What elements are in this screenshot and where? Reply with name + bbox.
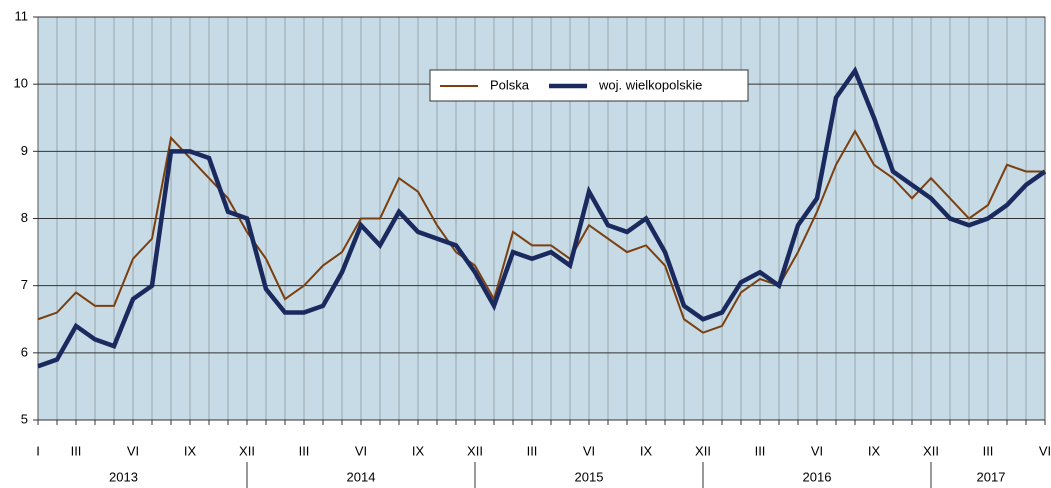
- x-tick-label: VI: [811, 443, 823, 458]
- x-tick-label: IX: [868, 443, 881, 458]
- series-line: [37, 66, 1047, 369]
- x-tick-label: VI: [583, 443, 595, 458]
- x-tick-label: VI: [127, 443, 139, 458]
- x-tick-label: IX: [412, 443, 425, 458]
- x-tick-label: XII: [923, 443, 939, 458]
- x-tick-label: VI: [355, 443, 367, 458]
- x-tick-label: III: [527, 443, 538, 458]
- x-tick-label: III: [71, 443, 82, 458]
- x-tick-label: VI: [1039, 443, 1051, 458]
- y-tick-label: 9: [21, 143, 28, 158]
- legend-label: Polska: [490, 77, 530, 92]
- y-tick-label: 5: [21, 411, 28, 426]
- year-label: 2015: [575, 469, 604, 484]
- series-line: [37, 129, 1045, 334]
- year-label: 2013: [109, 469, 138, 484]
- year-label: 2017: [977, 469, 1006, 484]
- y-tick-label: 6: [21, 344, 28, 359]
- x-tick-label: XII: [695, 443, 711, 458]
- x-tick-label: III: [299, 443, 310, 458]
- legend-box: [429, 69, 749, 102]
- y-tick-label: 11: [15, 8, 29, 23]
- x-tick-label: III: [755, 443, 766, 458]
- year-label: 2014: [347, 469, 376, 484]
- legend: Polska woj. wielkopolskie: [429, 69, 749, 102]
- y-tick-label: 8: [21, 210, 28, 225]
- x-tick-label: III: [983, 443, 994, 458]
- x-tick-label: XII: [239, 443, 255, 458]
- year-label: 2016: [803, 469, 832, 484]
- legend-label: woj. wielkopolskie: [598, 77, 702, 92]
- x-tick-label: IX: [640, 443, 653, 458]
- x-tick-label: IX: [184, 443, 197, 458]
- x-tick-label: I: [36, 443, 40, 458]
- x-tick-label: XII: [467, 443, 483, 458]
- y-tick-label: 10: [14, 76, 28, 91]
- y-tick-label: 7: [21, 277, 28, 292]
